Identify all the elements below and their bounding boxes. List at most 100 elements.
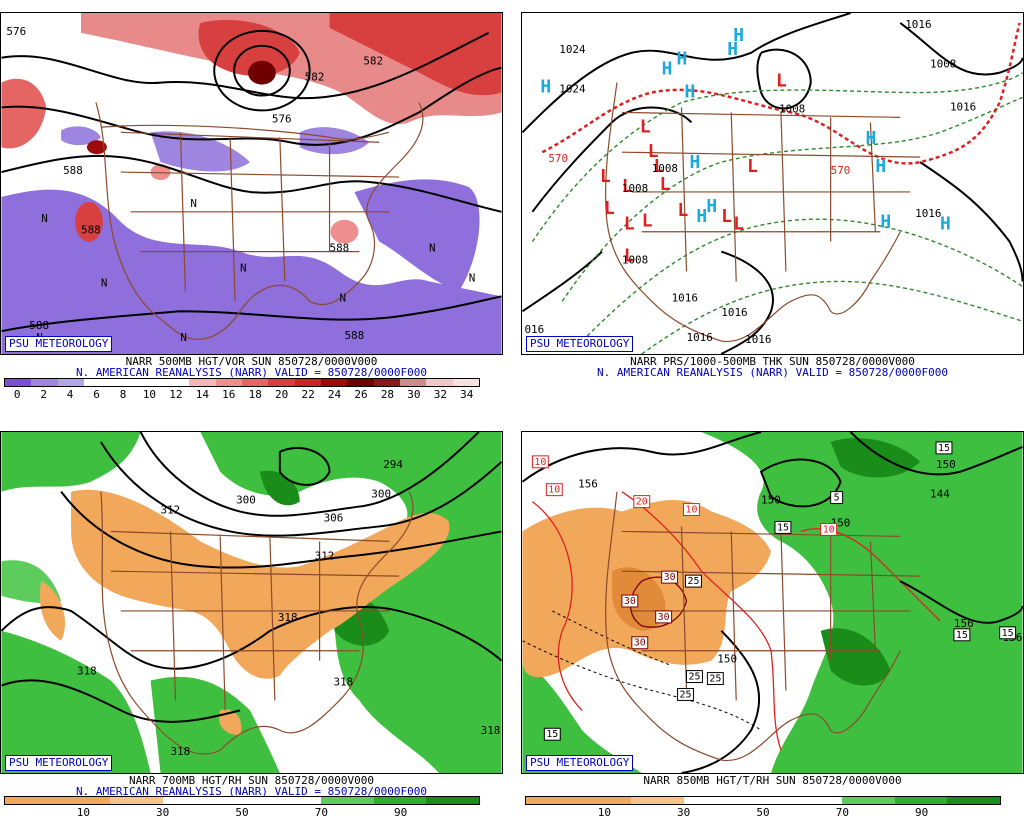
svg-text:10: 10 <box>548 485 560 496</box>
isobar <box>720 250 774 354</box>
colorbar-swatch <box>789 797 843 804</box>
vort-high-area <box>1 78 47 149</box>
height-contour <box>233 44 291 97</box>
colorbar-tick-label: 50 <box>756 806 770 819</box>
height-contour <box>213 29 311 112</box>
rh-moist-area <box>1 432 141 492</box>
colorbar-tick-label: 12 <box>169 388 183 401</box>
svg-text:30: 30 <box>664 572 676 583</box>
isobar-label: 1016 <box>745 333 771 346</box>
field-mark: N <box>240 261 247 274</box>
rh-dry-area <box>218 709 242 736</box>
contour-label: 318 <box>278 611 298 624</box>
vort-high-area <box>75 201 103 242</box>
map-850mb-svg: 156 156 150 150 144 150 156 150 10 10 20… <box>522 432 1023 773</box>
low-marker: L <box>600 166 611 187</box>
temp-label: 20 <box>633 495 651 509</box>
isobar-label: 1016 <box>950 100 976 113</box>
high-marker: H <box>865 128 876 149</box>
colorbar-ticks: 10 30 50 70 90 <box>4 807 480 819</box>
contour-label: 150 <box>936 458 956 471</box>
map-500mb-svg: 576 582 588 588 588 588 576 582 588 N N … <box>1 13 502 354</box>
isobar-label: 1024 <box>559 83 586 96</box>
contour-label: 318 <box>481 724 501 737</box>
field-mark: N <box>180 331 187 344</box>
credit-badge: PSU METEOROLOGY <box>526 336 634 352</box>
temp-label: 10 <box>545 483 563 497</box>
colorbar-tick-label: 10 <box>76 806 90 819</box>
low-marker: L <box>624 214 635 235</box>
colorbar-swatch <box>57 379 84 386</box>
thickness-label: 570 <box>831 164 851 177</box>
svg-text:25: 25 <box>680 689 692 700</box>
colorbar-swatch <box>5 797 58 804</box>
height-contour <box>139 432 480 517</box>
low-marker: L <box>640 116 651 137</box>
colorbar-swatch <box>631 797 685 804</box>
field-mark: N <box>190 197 197 210</box>
contour-label: 588 <box>344 329 364 342</box>
colorbar-tick-label: 16 <box>222 388 236 401</box>
temp-label: 30 <box>661 570 679 584</box>
rh-dry-area <box>39 581 66 641</box>
temp-label: 15 <box>543 727 561 741</box>
contour-label: 588 <box>29 319 49 332</box>
colorbar-swatch <box>347 379 374 386</box>
contour-label: 588 <box>330 242 350 255</box>
contour-label: 318 <box>334 676 354 689</box>
temp-label: 5 <box>830 491 844 505</box>
thickness-line <box>561 96 1023 302</box>
svg-text:15: 15 <box>956 630 968 641</box>
thickness-line <box>531 72 1023 243</box>
isobar-label: 1016 <box>687 331 713 344</box>
svg-text:15: 15 <box>1002 628 1014 639</box>
temp-label: 25 <box>685 574 702 588</box>
colorbar-tick-label: 24 <box>327 388 342 401</box>
high-marker: H <box>677 49 688 70</box>
field-mark: N <box>41 212 48 225</box>
coastline <box>100 491 414 755</box>
height-contour <box>849 432 1023 476</box>
high-marker: H <box>696 206 707 227</box>
panel-title: NARR 850MB HGT/T/RH SUN 850728/0000V000 <box>643 774 902 787</box>
temp-label: 10 <box>683 503 700 517</box>
colorbar-tick-label: 6 <box>93 388 100 401</box>
colorbar-swatch <box>321 797 374 804</box>
colorbar-swatch <box>684 797 737 804</box>
contour-label: 318 <box>170 745 190 758</box>
svg-text:10: 10 <box>686 505 698 516</box>
svg-text:20: 20 <box>636 497 648 508</box>
isobar <box>919 161 1023 282</box>
height-contour <box>100 441 502 537</box>
colorbar-tick-label: 30 <box>407 388 421 401</box>
colorbar-tick-label: 20 <box>275 388 289 401</box>
temp-label: 15 <box>935 441 953 455</box>
vort-high-area <box>86 140 107 155</box>
low-marker: L <box>604 198 615 219</box>
colorbar-swatch <box>736 797 790 804</box>
colorbar-tick-label: 34 <box>460 388 474 401</box>
low-marker: L <box>654 156 665 177</box>
colorbar-swatch <box>294 379 321 386</box>
isobar-label: 1016 <box>905 18 931 31</box>
svg-text:5: 5 <box>834 493 840 504</box>
contour-label: 156 <box>578 478 598 491</box>
low-marker: L <box>776 71 787 92</box>
colorbar-swatch <box>163 797 216 804</box>
height-contour <box>1 606 502 670</box>
colorbar-tick-label: 10 <box>597 806 611 819</box>
rh-moist-area <box>1 630 151 773</box>
svg-text:10: 10 <box>534 457 546 468</box>
colorbar-tick-label: 0 <box>13 388 21 401</box>
colorbar-tick-label: 70 <box>835 806 849 819</box>
rh-moist-area <box>701 432 1023 773</box>
state-borders <box>621 107 921 282</box>
high-marker: H <box>880 212 891 233</box>
colorbar-swatch <box>426 797 480 804</box>
panel-subtitle: N. AMERICAN REANALYSIS (NARR) VALID = 85… <box>76 785 427 798</box>
rh-dry-area <box>71 489 450 679</box>
contour-label: 150 <box>761 494 781 507</box>
high-marker: H <box>706 196 717 217</box>
colorbar-swatch <box>241 379 269 386</box>
svg-text:15: 15 <box>777 522 789 533</box>
